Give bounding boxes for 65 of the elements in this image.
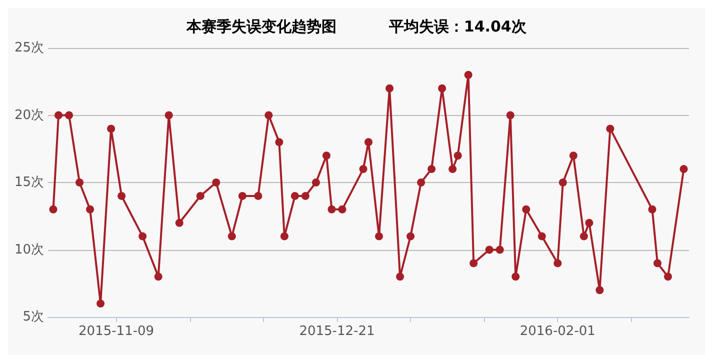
point <box>386 84 394 92</box>
point <box>118 192 126 200</box>
point <box>138 232 147 240</box>
x-tick-label: 2016-02-01 <box>520 324 596 339</box>
point <box>664 272 672 281</box>
point <box>264 111 273 120</box>
point <box>54 111 63 120</box>
y-tick-label: 20次 <box>14 108 44 123</box>
point <box>522 205 530 214</box>
point <box>359 165 368 174</box>
point <box>448 165 457 174</box>
point <box>580 232 588 240</box>
point <box>312 178 320 186</box>
point <box>512 272 520 281</box>
point <box>196 192 204 200</box>
point <box>680 165 688 174</box>
point <box>238 192 246 200</box>
point <box>558 178 567 186</box>
point <box>76 178 84 186</box>
point <box>464 70 472 79</box>
point <box>175 218 184 227</box>
chart-title: 本赛季失误变化趋势图 平均失误：14.04次 <box>186 18 528 36</box>
point <box>485 246 494 254</box>
point <box>301 192 310 200</box>
point <box>364 138 372 146</box>
point <box>275 138 284 146</box>
point <box>290 192 299 200</box>
x-tick-label: 2015-11-09 <box>78 324 154 339</box>
point <box>428 165 436 174</box>
y-tick-label: 10次 <box>14 242 44 258</box>
point <box>254 192 262 200</box>
point <box>496 246 504 254</box>
point <box>406 232 415 240</box>
point <box>228 232 236 240</box>
point <box>375 232 384 240</box>
point <box>596 286 604 294</box>
point <box>322 152 330 160</box>
point <box>328 205 336 214</box>
point <box>396 272 404 281</box>
point <box>554 259 562 268</box>
point <box>417 178 426 186</box>
point <box>49 205 58 214</box>
point <box>65 111 74 120</box>
point <box>280 232 288 240</box>
point <box>648 205 656 214</box>
point <box>454 152 462 160</box>
point <box>107 124 116 133</box>
point <box>470 259 478 268</box>
point <box>506 111 514 120</box>
y-tick-label: 25次 <box>14 40 44 56</box>
point <box>538 232 546 240</box>
point <box>606 124 614 133</box>
y-tick-label: 15次 <box>14 175 44 190</box>
point <box>154 272 162 281</box>
point <box>96 300 105 308</box>
point <box>653 259 662 268</box>
x-tick-label: 2015-12-21 <box>299 324 375 339</box>
point <box>212 178 220 186</box>
point <box>569 152 578 160</box>
point <box>438 84 446 92</box>
point <box>585 218 594 227</box>
y-tick-label: 5次 <box>22 310 44 324</box>
point <box>164 111 173 120</box>
point <box>86 205 94 214</box>
point <box>338 205 346 214</box>
